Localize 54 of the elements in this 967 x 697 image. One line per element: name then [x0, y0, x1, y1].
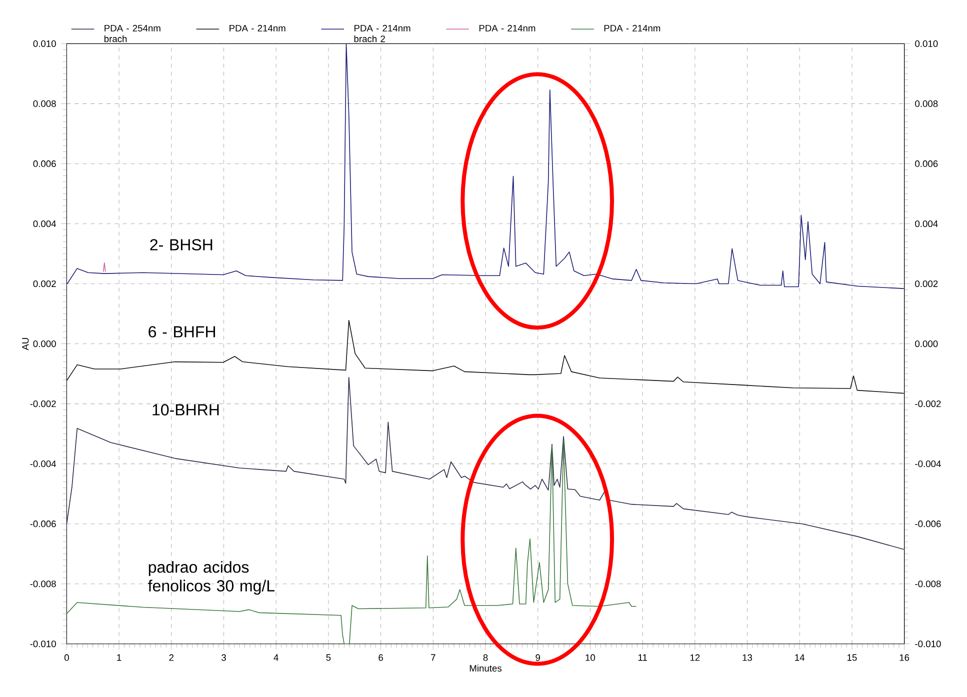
legend-label: PDA - 214nm brach 2: [354, 24, 410, 42]
annotation: padrao acidos fenolicos 30 mg/L: [148, 560, 275, 595]
y2-tick-label: -0.008: [915, 580, 941, 588]
legend-label: PDA - 254nm brach: [104, 24, 160, 42]
line-series: [66, 376, 904, 550]
x-tick-label: 11: [638, 654, 647, 661]
y2-tick-label: 0.008: [915, 100, 938, 107]
y2-tick-label: 0.010: [915, 40, 938, 47]
x-tick-label: 2: [169, 654, 174, 661]
y2-tick-label: -0.006: [915, 520, 941, 528]
x-tick-label: 6: [378, 654, 383, 661]
y2-tick-label: -0.004: [915, 460, 941, 468]
x-tick-label: 8: [483, 654, 488, 661]
y-tick-label: 0.000: [33, 340, 56, 347]
y-tick-label: 0.010: [33, 40, 56, 47]
x-tick-label: 9: [536, 654, 540, 661]
y2-tick-label: -0.002: [915, 400, 941, 407]
y-tick-label: -0.002: [30, 400, 56, 407]
x-tick-label: 4: [274, 654, 278, 661]
x-tick-label: 3: [222, 654, 226, 661]
line-series: [66, 320, 904, 394]
y2-tick-label: -0.010: [915, 640, 941, 648]
legend-label: PDA - 214nm: [230, 24, 286, 32]
x-tick-label: 12: [690, 654, 700, 661]
annotation: 2- BHSH: [150, 238, 212, 250]
y2-tick-label: 0.000: [915, 340, 938, 347]
x-tick-label: 1: [117, 654, 122, 661]
annotation: 10-BHRH: [152, 404, 219, 416]
y-tick-label: 0.004: [33, 220, 56, 227]
legend-label: PDA - 214nm: [604, 24, 660, 32]
y-tick-label: 0.008: [33, 100, 56, 107]
line-series: [66, 440, 637, 644]
y2-tick-label: 0.002: [915, 280, 938, 287]
x-tick-label: 16: [900, 654, 910, 661]
x-tick-label: 5: [326, 654, 331, 661]
y-tick-label: -0.008: [30, 580, 56, 588]
x-tick-label: 13: [742, 654, 752, 661]
x-axis-title: Minutes: [470, 664, 502, 672]
y2-tick-label: 0.004: [915, 220, 938, 227]
x-tick-label: 0: [64, 654, 69, 661]
x-tick-label: 14: [795, 654, 805, 661]
legend-label: PDA - 214nm: [479, 24, 536, 32]
y-tick-label: 0.002: [33, 280, 56, 287]
y-tick-label: -0.004: [30, 460, 56, 468]
y-tick-label: -0.006: [30, 520, 56, 528]
y-tick-label: 0.006: [33, 160, 56, 167]
y-axis-title: AU: [22, 338, 29, 350]
y-tick-label: -0.010: [30, 640, 56, 648]
x-tick-label: 15: [847, 654, 857, 661]
line-series: [66, 44, 904, 289]
annotation: 6 - BHFH: [148, 326, 215, 338]
y2-tick-label: 0.006: [915, 160, 938, 167]
x-tick-label: 7: [431, 654, 436, 661]
x-tick-label: 10: [586, 654, 596, 661]
